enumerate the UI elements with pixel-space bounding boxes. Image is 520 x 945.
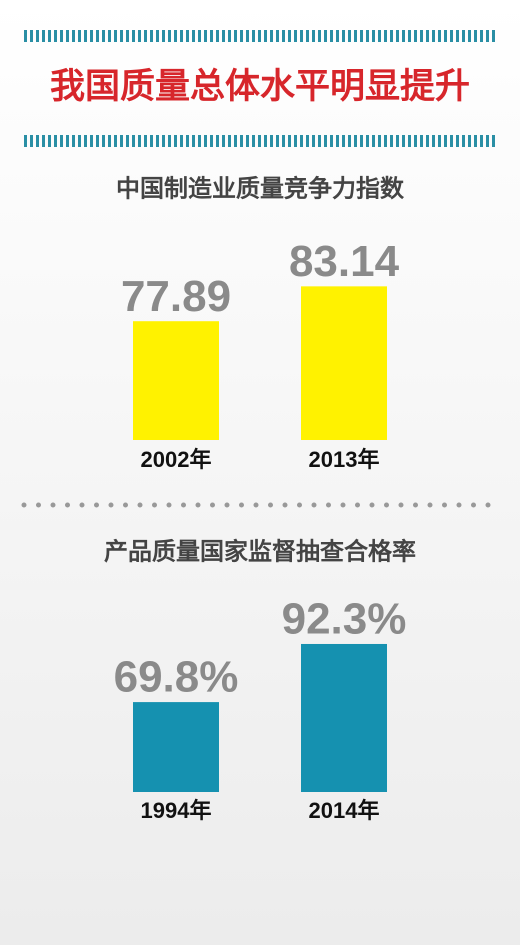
stripe-divider xyxy=(22,30,498,42)
category-label: 2002年 xyxy=(141,447,212,472)
chart-title: 产品质量国家监督抽查合格率 xyxy=(104,537,416,566)
value-label: 92.3% xyxy=(282,595,407,644)
bar xyxy=(301,643,387,792)
category-label: 2013年 xyxy=(309,447,380,472)
chart-title: 中国制造业质量竞争力指数 xyxy=(116,174,405,203)
value-label: 69.8% xyxy=(114,653,239,702)
bar xyxy=(133,702,219,792)
category-label: 1994年 xyxy=(141,798,212,823)
bar xyxy=(133,321,219,440)
stripe-divider xyxy=(22,135,498,147)
value-label: 83.14 xyxy=(289,237,400,286)
main-title: 我国质量总体水平明显提升 xyxy=(50,67,470,107)
value-label: 77.89 xyxy=(121,272,231,321)
category-label: 2014年 xyxy=(309,798,380,823)
bar xyxy=(301,286,387,440)
